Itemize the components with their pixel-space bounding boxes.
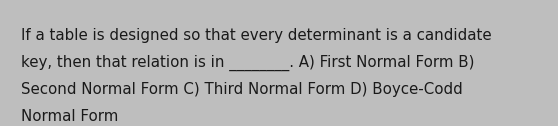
Text: If a table is designed so that every determinant is a candidate: If a table is designed so that every det… xyxy=(21,28,492,43)
Text: Normal Form: Normal Form xyxy=(21,109,119,124)
Text: Second Normal Form C) Third Normal Form D) Boyce-Codd: Second Normal Form C) Third Normal Form … xyxy=(21,82,463,97)
Text: key, then that relation is in ________. A) First Normal Form B): key, then that relation is in ________. … xyxy=(21,55,475,71)
